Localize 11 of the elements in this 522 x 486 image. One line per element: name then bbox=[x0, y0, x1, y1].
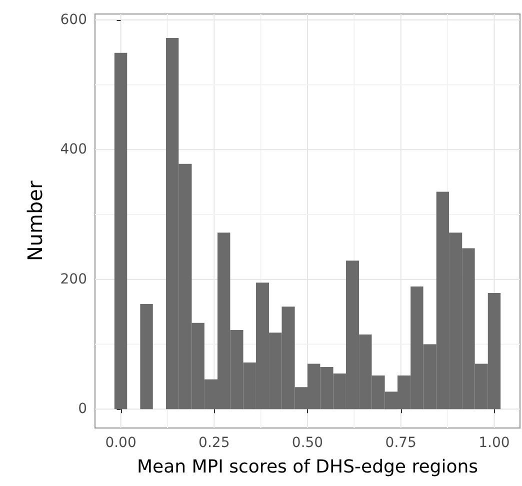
x-tick-label: 0.25 bbox=[198, 435, 230, 451]
x-tick-label: 0.00 bbox=[105, 435, 136, 451]
x-axis-title: Mean MPI scores of DHS-edge regions bbox=[136, 456, 478, 478]
x-tick-label: 1.00 bbox=[478, 435, 510, 451]
y-tick-label: 600 bbox=[60, 12, 87, 28]
y-tick-label: 200 bbox=[60, 271, 87, 288]
y-tick-label: 0 bbox=[78, 401, 87, 418]
y-tick-label: 400 bbox=[60, 142, 87, 158]
x-tick-label: 0.75 bbox=[385, 435, 416, 451]
y-axis-title: Number bbox=[23, 180, 47, 262]
x-tick-label: 0.50 bbox=[292, 435, 324, 451]
